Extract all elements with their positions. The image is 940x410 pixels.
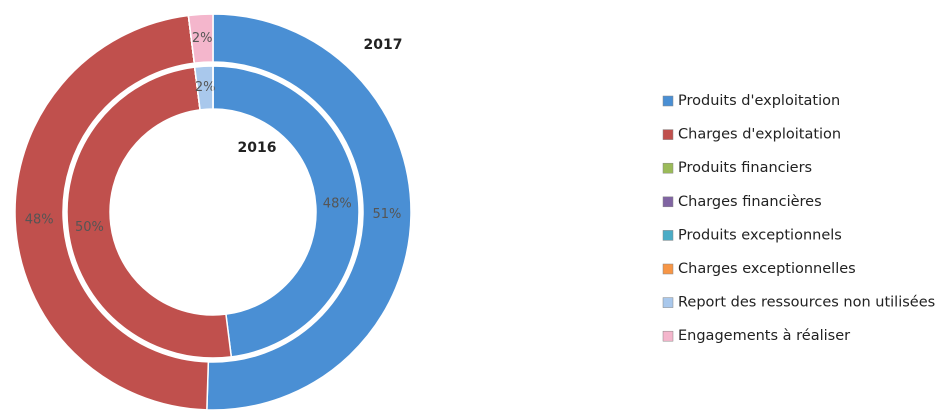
donut-slice <box>212 65 360 358</box>
legend-label: Charges financières <box>678 194 822 210</box>
donut-slice <box>187 13 214 64</box>
ring-name: 2017 <box>364 37 403 53</box>
data-label: 48% <box>323 197 352 212</box>
data-label: 48% <box>25 213 54 228</box>
legend-marker <box>662 129 674 140</box>
legend-marker <box>662 297 674 308</box>
ring-name: 2016 <box>238 140 277 156</box>
legend: Produits d'exploitation Charges d'exploit… <box>662 93 935 344</box>
data-label: 2% <box>192 31 213 46</box>
donut-slice <box>66 66 233 359</box>
data-label: 2% <box>195 80 216 95</box>
legend-marker <box>662 162 674 174</box>
legend-label: Produits financiers <box>678 160 812 176</box>
legend-label: Charges d'exploitation <box>678 127 841 143</box>
legend-label: Produits exceptionnels <box>678 227 842 243</box>
legend-marker <box>662 263 674 275</box>
legend-label: Engagements à réaliser <box>678 328 850 344</box>
legend-label: Report des ressources non utilisées <box>678 295 935 311</box>
legend-marker <box>662 330 674 342</box>
legend-label: Produits d'exploitation <box>678 93 840 109</box>
data-label: 50% <box>75 220 104 235</box>
donut-plot: 51% 48% 2% 2017 48% 50% 2% 2016 <box>14 13 412 410</box>
legend-label: Charges exceptionnelles <box>678 261 856 277</box>
legend-marker <box>662 196 674 208</box>
data-label: 51% <box>373 207 402 222</box>
legend-marker <box>662 95 674 107</box>
donut-slice <box>14 14 210 410</box>
legend-marker <box>662 230 674 241</box>
